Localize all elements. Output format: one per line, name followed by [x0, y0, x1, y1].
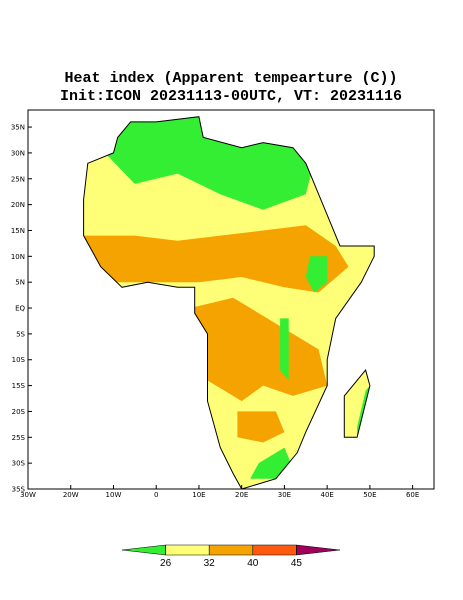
- y-tick-label: 30N: [11, 149, 25, 157]
- overlay: 30W 20W 10W 0 10E 20E 30E 40E 50E 60E 35N 30N 25N 20N…: [11, 116, 419, 569]
- orange-zone: [190, 297, 328, 402]
- colorbar-label: 26: [160, 558, 172, 569]
- colorbar-segment: [208, 544, 254, 556]
- orange-zone: [83, 225, 349, 293]
- x-tick-label: 50E: [363, 491, 376, 499]
- y-tick-label: 10N: [11, 253, 25, 261]
- colorbar-label: 45: [291, 558, 303, 569]
- x-tick-label: 0: [154, 491, 158, 499]
- y-tick-label: EQ: [15, 305, 25, 313]
- subtitle: Init:ICON 20231113-00UTC, VT: 20231116: [60, 88, 402, 105]
- y-tick-label: 25N: [11, 175, 25, 183]
- y-tick-label: 5N: [15, 279, 25, 287]
- coastline: [83, 116, 375, 490]
- y-tick-label: 10S: [12, 356, 26, 364]
- y-tick-label: 30S: [12, 460, 26, 468]
- colorbar-segment: [121, 544, 166, 556]
- x-tick-label: 30E: [278, 491, 291, 499]
- colorbar-label: 32: [204, 558, 216, 569]
- colorbar-segment: [296, 544, 341, 556]
- y-tick-label: 15N: [11, 227, 25, 235]
- title: Heat index (Apparent tempearture (C)): [64, 70, 397, 87]
- x-tick-label: 20E: [235, 491, 248, 499]
- x-tick-label: 10E: [192, 491, 205, 499]
- y-tick-label: 35N: [11, 124, 25, 132]
- green-zone: [280, 318, 289, 381]
- x-tick-label: 20W: [63, 491, 79, 499]
- colorbar-segment: [165, 544, 210, 556]
- y-tick-label: 20N: [11, 201, 25, 209]
- x-tick-label: 10W: [106, 491, 122, 499]
- y-tick-label: 15S: [12, 382, 26, 390]
- y-tick-label: 35S: [12, 486, 26, 494]
- orange-zone: [237, 411, 285, 443]
- x-tick-label: 60E: [406, 491, 419, 499]
- colorbar-label: 40: [247, 558, 259, 569]
- y-tick-label: 25S: [12, 434, 26, 442]
- y-tick-label: 5S: [16, 330, 25, 338]
- x-tick-label: 30W: [20, 491, 36, 499]
- green-zone: [305, 256, 328, 293]
- x-tick-label: 40E: [320, 491, 333, 499]
- y-tick-label: 20S: [12, 408, 26, 416]
- colorbar-segment: [252, 544, 297, 556]
